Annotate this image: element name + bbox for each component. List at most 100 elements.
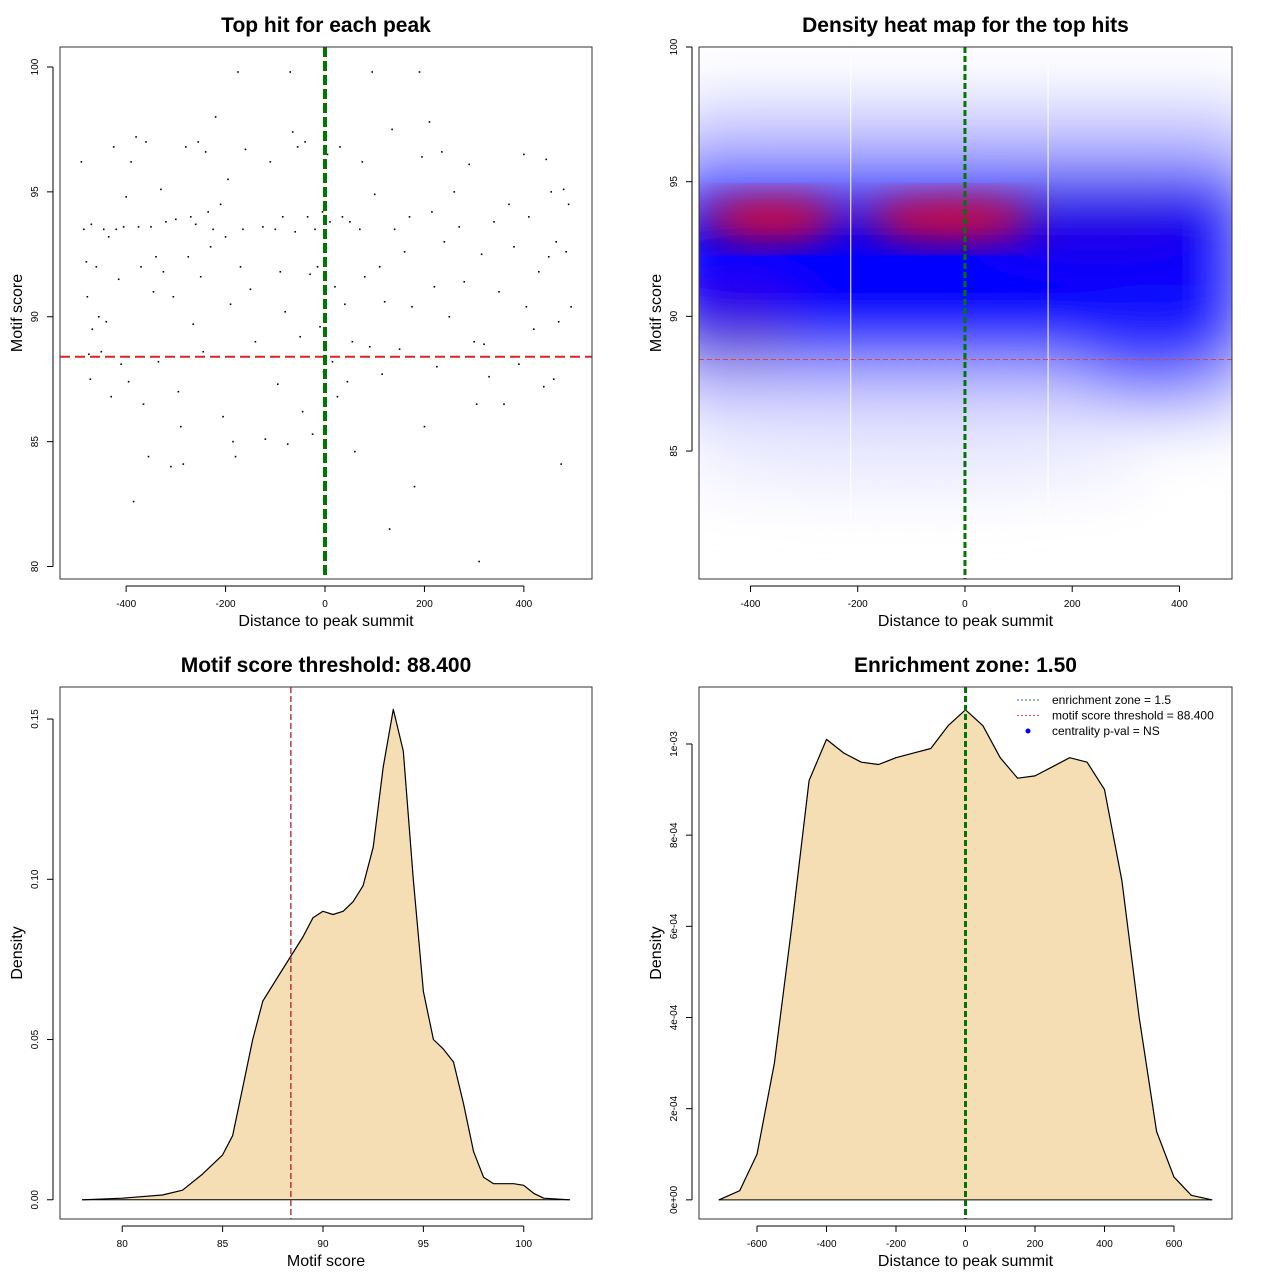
- data-point: [294, 231, 296, 233]
- data-point: [545, 158, 548, 161]
- data-point: [184, 146, 187, 148]
- x-tick-label: 200: [416, 599, 433, 610]
- y-tick-label: 4e-04: [669, 1004, 680, 1030]
- x-tick-label: 90: [317, 1239, 329, 1250]
- x-tick-label: 400: [1096, 1239, 1113, 1250]
- data-point: [180, 425, 182, 428]
- data-point: [336, 395, 339, 398]
- plot-frame: [59, 46, 593, 580]
- chart-title: Top hit for each peak: [221, 14, 431, 37]
- data-point: [244, 148, 247, 151]
- data-point: [80, 161, 83, 163]
- data-point: [97, 315, 100, 318]
- data-point: [468, 163, 470, 166]
- data-point: [557, 320, 560, 323]
- data-point: [453, 191, 456, 193]
- x-tick-label: 400: [1171, 599, 1188, 610]
- data-point: [86, 295, 89, 298]
- x-tick-label: -200: [848, 599, 868, 610]
- data-point: [411, 305, 413, 308]
- data-point: [157, 360, 160, 363]
- data-point: [117, 278, 120, 281]
- y-tick-label: 0.10: [30, 869, 41, 889]
- x-axis-label: Distance to peak summit: [878, 613, 1054, 630]
- y-tick-label: 90: [669, 310, 680, 322]
- data-point: [135, 136, 137, 138]
- data-point: [105, 320, 108, 323]
- data-point: [170, 465, 172, 468]
- data-point: [199, 275, 202, 278]
- x-tick-label: -200: [886, 1239, 906, 1250]
- data-point: [533, 328, 535, 331]
- data-point: [150, 226, 152, 228]
- data-point: [368, 345, 371, 348]
- data-point: [567, 203, 570, 206]
- data-point: [91, 328, 94, 331]
- data-point: [309, 273, 311, 276]
- y-tick-label: 95: [30, 186, 41, 198]
- data-point: [264, 438, 267, 440]
- data-point: [473, 340, 475, 343]
- data-point: [155, 256, 157, 258]
- data-point: [120, 363, 122, 366]
- data-point: [177, 390, 180, 393]
- data-point: [140, 265, 142, 268]
- data-point: [393, 228, 396, 231]
- data-point: [441, 151, 443, 153]
- data-point: [192, 323, 195, 326]
- data-point: [483, 343, 485, 346]
- data-point: [463, 280, 466, 283]
- x-tick-label: 100: [515, 1239, 532, 1250]
- panel-2: -400 -200 0 200 400 85 90 95 100 Density heat map…: [648, 14, 1233, 630]
- data-point: [503, 403, 505, 405]
- data-point: [513, 246, 515, 248]
- x-axis-label: Distance to peak summit: [238, 613, 414, 630]
- data-point: [339, 146, 341, 148]
- plot-frame: [698, 46, 1233, 580]
- density-area: [82, 709, 570, 1200]
- data-point: [222, 415, 224, 418]
- data-point: [214, 116, 217, 118]
- y-tick-label: 2e-04: [669, 1095, 680, 1121]
- data-point: [418, 71, 421, 73]
- data-point: [254, 340, 257, 343]
- y-axis-label: Motif score: [648, 274, 665, 352]
- data-point: [431, 211, 433, 213]
- data-point: [242, 228, 244, 231]
- data-point: [436, 365, 438, 368]
- data-point: [525, 305, 528, 308]
- data-point: [207, 211, 209, 213]
- data-point: [344, 303, 346, 306]
- legend-marker: [1025, 728, 1031, 734]
- data-point: [383, 300, 386, 303]
- x-tick-label: 0: [322, 599, 328, 610]
- data-point: [341, 216, 344, 218]
- density-area: [718, 709, 1213, 1200]
- data-point: [289, 71, 292, 73]
- data-point: [197, 141, 200, 143]
- data-point: [542, 385, 545, 388]
- data-point: [122, 226, 125, 228]
- y-tick-label: 90: [30, 311, 41, 323]
- data-point: [142, 403, 145, 405]
- data-point: [239, 265, 242, 268]
- data-point: [311, 433, 314, 435]
- x-tick-label: -600: [747, 1239, 767, 1250]
- data-point: [127, 380, 130, 383]
- data-point: [194, 223, 197, 226]
- y-tick-label: 85: [30, 436, 41, 448]
- data-point: [478, 560, 480, 563]
- data-point: [331, 360, 334, 363]
- data-point: [306, 216, 309, 218]
- y-tick-label: 100: [669, 38, 680, 55]
- data-point: [102, 228, 105, 231]
- data-point: [326, 153, 329, 156]
- data-point: [90, 223, 93, 226]
- data-point: [227, 178, 229, 181]
- density-low: [699, 439, 1152, 490]
- density-mid: [979, 199, 1220, 240]
- y-tick-label: 1e-03: [669, 731, 680, 757]
- chart-title: Enrichment zone: 1.50: [854, 654, 1077, 677]
- data-point: [373, 193, 376, 196]
